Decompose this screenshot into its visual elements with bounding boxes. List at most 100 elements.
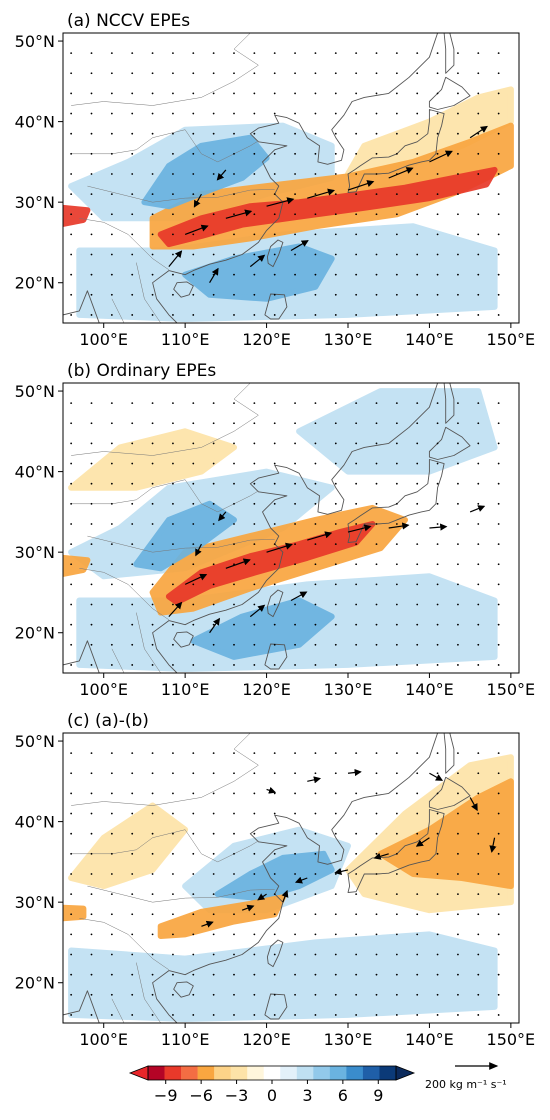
vector-point bbox=[233, 422, 235, 425]
vector-point bbox=[436, 502, 439, 505]
vector-point bbox=[457, 643, 459, 646]
vector-point bbox=[497, 772, 500, 775]
vector-point bbox=[436, 152, 439, 155]
colorbar-segment bbox=[164, 1066, 182, 1080]
vector-point bbox=[172, 482, 174, 485]
x-tick-label: 140°E bbox=[405, 680, 454, 699]
vector-point bbox=[416, 462, 419, 465]
vector-point bbox=[375, 462, 378, 465]
vector-point bbox=[212, 482, 215, 485]
flux-vector bbox=[388, 167, 414, 179]
vector-point bbox=[477, 893, 480, 896]
vector-point bbox=[151, 643, 154, 646]
vector-point bbox=[436, 213, 439, 216]
vector-point bbox=[253, 603, 256, 606]
vector-point bbox=[233, 193, 235, 196]
vector-point bbox=[375, 933, 378, 936]
vector-point bbox=[314, 812, 317, 815]
vector-point bbox=[90, 973, 93, 976]
vector-point bbox=[395, 152, 398, 155]
vector-point bbox=[314, 913, 317, 916]
vector-point bbox=[212, 112, 215, 115]
vector-point bbox=[457, 873, 459, 875]
vector-point bbox=[192, 603, 195, 606]
vector-point bbox=[355, 543, 358, 546]
vector-point bbox=[151, 293, 154, 296]
vector-point bbox=[70, 664, 73, 666]
vector-point bbox=[151, 152, 154, 155]
vector-point bbox=[436, 314, 439, 316]
vector-point bbox=[334, 523, 337, 525]
vector-point bbox=[131, 772, 134, 775]
vector-point bbox=[294, 233, 296, 236]
border-line bbox=[71, 733, 259, 806]
vector-point bbox=[375, 314, 378, 316]
vector-point bbox=[416, 112, 419, 115]
vector-point bbox=[273, 832, 276, 835]
vector-point bbox=[172, 893, 174, 896]
island-outline bbox=[428, 776, 471, 810]
flux-vector bbox=[294, 876, 308, 884]
vector-point bbox=[294, 193, 296, 196]
colorbar-extend-high bbox=[395, 1065, 416, 1081]
vector-point bbox=[355, 873, 358, 875]
vector-point bbox=[151, 132, 154, 135]
vector-point bbox=[375, 253, 378, 256]
vector-point bbox=[314, 953, 317, 956]
vector-point bbox=[334, 422, 337, 425]
y-tick-label: 30°N bbox=[15, 193, 55, 212]
vector-point bbox=[151, 563, 154, 566]
vector-point bbox=[273, 1014, 276, 1016]
vector-point bbox=[212, 792, 215, 795]
vector-point bbox=[131, 792, 134, 795]
vector-point bbox=[70, 112, 73, 115]
vector-point bbox=[477, 664, 480, 666]
x-tick-label: 130°E bbox=[324, 1030, 373, 1049]
vector-point bbox=[375, 112, 378, 115]
vector-point bbox=[355, 92, 358, 95]
vector-point bbox=[294, 314, 296, 316]
flux-vector bbox=[469, 797, 478, 812]
vector-point bbox=[131, 832, 134, 835]
vector-point bbox=[212, 973, 215, 976]
vector-point bbox=[334, 852, 337, 855]
vector-point bbox=[416, 422, 419, 425]
anomaly-region bbox=[63, 204, 91, 227]
vector-point bbox=[172, 92, 174, 95]
vector-point bbox=[151, 233, 154, 236]
vector-point bbox=[334, 152, 337, 155]
vector-point bbox=[334, 92, 337, 95]
vector-point bbox=[334, 664, 337, 666]
vector-point bbox=[314, 52, 317, 55]
vector-point bbox=[395, 442, 398, 445]
island-outline bbox=[443, 383, 455, 424]
vector-point bbox=[375, 812, 378, 815]
vector-point bbox=[172, 812, 174, 815]
vector-point bbox=[151, 213, 154, 216]
vector-point bbox=[192, 173, 195, 175]
vector-point bbox=[131, 852, 134, 855]
vector-point bbox=[253, 752, 256, 755]
vector-point bbox=[151, 583, 154, 586]
vector-point bbox=[294, 253, 296, 256]
vector-point bbox=[436, 543, 439, 546]
flux-vector bbox=[347, 768, 362, 777]
vector-point bbox=[395, 583, 398, 586]
vector-point bbox=[436, 792, 439, 795]
vector-point bbox=[212, 563, 215, 566]
y-tick-label: 50°N bbox=[15, 32, 55, 51]
vector-point bbox=[233, 402, 235, 405]
vector-point bbox=[416, 152, 419, 155]
vector-point bbox=[192, 752, 195, 755]
vector-point bbox=[70, 462, 73, 465]
vector-point bbox=[70, 422, 73, 425]
vector-point bbox=[457, 563, 459, 566]
vector-point bbox=[273, 462, 276, 465]
vector-point bbox=[375, 482, 378, 485]
vector-point bbox=[90, 462, 93, 465]
vector-point bbox=[477, 253, 480, 256]
colorbar: −9 −6 −3 0 3 6 9 bbox=[128, 1065, 416, 1105]
vector-point bbox=[497, 893, 500, 896]
vector-point bbox=[131, 462, 134, 465]
vector-point bbox=[294, 933, 296, 936]
